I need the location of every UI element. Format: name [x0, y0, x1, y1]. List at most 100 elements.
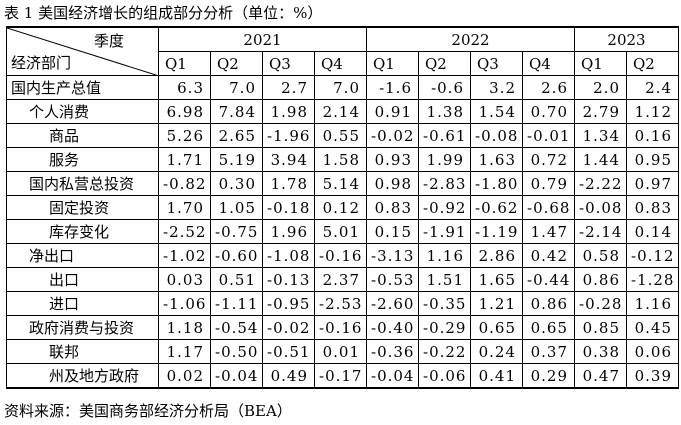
value-cell: 0.37: [522, 339, 575, 364]
value-cell: 1.63: [470, 147, 523, 172]
value-cell: 0.85: [574, 315, 627, 340]
value-cell: -0.82: [158, 171, 211, 196]
value-cell: 5.19: [210, 147, 263, 172]
row-label: 库存变化: [6, 219, 159, 244]
value-cell: 7.84: [210, 99, 263, 124]
table-row: 商品 5.26 2.65 -1.96 0.55 -0.02 -0.61 -0.08 -0.01 1…: [6, 123, 679, 148]
value-cell: -0.22: [418, 339, 471, 364]
quarter-header-cell: Q2: [210, 51, 263, 76]
value-cell: 0.86: [574, 267, 627, 292]
value-cell: 2.0: [574, 75, 627, 100]
value-cell: -0.08: [574, 195, 627, 220]
value-cell: -0.16: [314, 315, 367, 340]
value-cell: 1.58: [314, 147, 367, 172]
value-cell: 2.37: [314, 267, 367, 292]
value-cell: -0.95: [262, 291, 315, 316]
quarter-header-cell: Q3: [470, 51, 523, 76]
value-cell: 0.30: [210, 171, 263, 196]
value-cell: 5.14: [314, 171, 367, 196]
value-cell: 1.17: [158, 339, 211, 364]
value-cell: -0.44: [522, 267, 575, 292]
value-cell: 0.51: [210, 267, 263, 292]
value-cell: -1.06: [158, 291, 211, 316]
value-cell: -2.60: [366, 291, 419, 316]
value-cell: 2.7: [262, 75, 315, 100]
value-cell: -0.02: [366, 123, 419, 148]
value-cell: -1.08: [262, 243, 315, 268]
row-label: 净出口: [6, 243, 159, 268]
value-cell: 0.58: [574, 243, 627, 268]
value-cell: 0.16: [626, 123, 679, 148]
value-cell: 0.06: [626, 339, 679, 364]
value-cell: 1.34: [574, 123, 627, 148]
value-cell: -0.40: [366, 315, 419, 340]
row-label: 国内私营总投资: [6, 171, 159, 196]
row-label: 联邦: [6, 339, 159, 364]
value-cell: 0.70: [522, 99, 575, 124]
source-note: 资料来源：美国商务部经济分析局（BEA）: [4, 402, 292, 420]
value-cell: -0.54: [210, 315, 263, 340]
quarter-header-cell: Q1: [574, 51, 627, 76]
value-cell: 0.29: [522, 363, 575, 389]
value-cell: 1.16: [418, 243, 471, 268]
value-cell: -0.16: [314, 243, 367, 268]
quarter-header-cell: Q3: [262, 51, 315, 76]
value-cell: 1.65: [470, 267, 523, 292]
value-cell: 2.79: [574, 99, 627, 124]
quarter-header-cell: Q2: [418, 51, 471, 76]
value-cell: -0.36: [366, 339, 419, 364]
value-cell: -2.83: [418, 171, 471, 196]
value-cell: -1.91: [418, 219, 471, 244]
value-cell: 0.97: [626, 171, 679, 196]
value-cell: 0.86: [522, 291, 575, 316]
table-row: 政府消费与投资 1.18 -0.54 -0.02 -0.16 -0.40 -0.29 0.65…: [6, 315, 679, 340]
value-cell: -0.60: [210, 243, 263, 268]
value-cell: 0.49: [262, 363, 315, 389]
value-cell: 3.94: [262, 147, 315, 172]
quarter-header-cell: Q4: [522, 51, 575, 76]
value-cell: -0.04: [210, 363, 263, 389]
value-cell: 1.71: [158, 147, 211, 172]
value-cell: -2.14: [574, 219, 627, 244]
value-cell: 1.16: [626, 291, 679, 316]
value-cell: -0.92: [418, 195, 471, 220]
value-cell: 0.65: [522, 315, 575, 340]
value-cell: 6.3: [158, 75, 211, 100]
table-row: 服务 1.71 5.19 3.94 1.58 0.93 1.99 1.63 0.72 1.44 0.…: [6, 147, 679, 172]
value-cell: -0.61: [418, 123, 471, 148]
value-cell: 0.95: [626, 147, 679, 172]
value-cell: -1.11: [210, 291, 263, 316]
table-row: 净出口 -1.02 -0.60 -1.08 -0.16 -3.13 1.16 2.86 0.42…: [6, 243, 679, 268]
row-label: 固定投资: [6, 195, 159, 220]
value-cell: -0.18: [262, 195, 315, 220]
year-header-row: 季度 经济部门 2021 2022 2023: [6, 26, 679, 76]
corner-sector-label: 经济部门: [11, 54, 72, 72]
value-cell: 7.0: [314, 75, 367, 100]
year-header-2021: 2021: [158, 26, 367, 52]
value-cell: 2.86: [470, 243, 523, 268]
value-cell: 5.26: [158, 123, 211, 148]
value-cell: -0.02: [262, 315, 315, 340]
value-cell: 0.79: [522, 171, 575, 196]
value-cell: -0.62: [470, 195, 523, 220]
value-cell: 7.0: [210, 75, 263, 100]
value-cell: 0.42: [522, 243, 575, 268]
value-cell: -2.53: [314, 291, 367, 316]
value-cell: 0.39: [626, 363, 679, 389]
value-cell: 0.03: [158, 267, 211, 292]
value-cell: -1.6: [366, 75, 419, 100]
table-row: 州及地方政府 0.02 -0.04 0.49 -0.17 -0.04 -0.06 0.41 0.…: [6, 363, 679, 389]
table-row: 联邦 1.17 -0.50 -0.51 0.01 -0.36 -0.22 0.24 0.37 0.…: [6, 339, 679, 364]
table-row: 国内生产总值 6.3 7.0 2.7 7.0 -1.6 -0.6 3.2 2.6 2.0 2.4: [6, 75, 679, 100]
value-cell: 3.2: [470, 75, 523, 100]
value-cell: 0.41: [470, 363, 523, 389]
value-cell: 0.15: [366, 219, 419, 244]
table-row: 库存变化 -2.52 -0.75 1.96 5.01 0.15 -1.91 -1.19 1.47…: [6, 219, 679, 244]
value-cell: -0.29: [418, 315, 471, 340]
year-header-2022: 2022: [366, 26, 575, 52]
value-cell: -0.08: [470, 123, 523, 148]
year-header-2023: 2023: [574, 26, 679, 52]
value-cell: 1.38: [418, 99, 471, 124]
row-label: 出口: [6, 267, 159, 292]
value-cell: 2.4: [626, 75, 679, 100]
